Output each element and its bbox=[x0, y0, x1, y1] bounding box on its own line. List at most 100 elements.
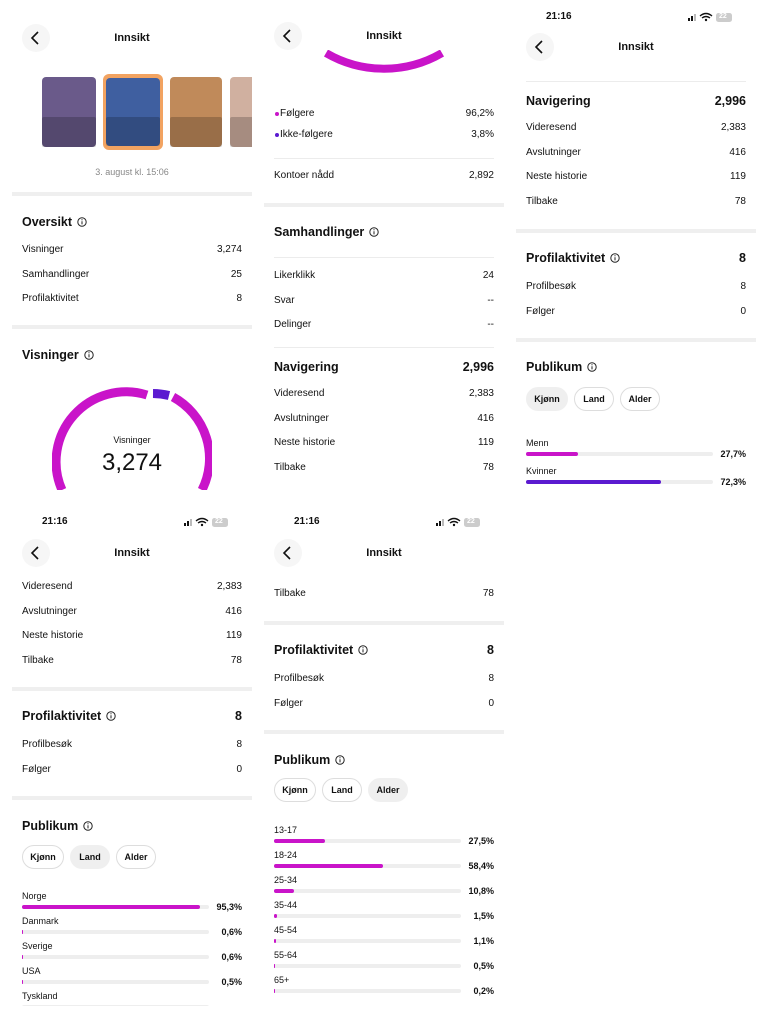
row-value: 24 bbox=[482, 270, 494, 281]
bar-value: 95,3% bbox=[216, 902, 242, 912]
story-date: 3. august kl. 15:06 bbox=[95, 167, 169, 177]
back-button[interactable] bbox=[272, 20, 304, 52]
row-label: Kontoer nådd bbox=[274, 170, 335, 181]
bar-fill bbox=[274, 939, 277, 943]
back-button[interactable] bbox=[272, 537, 304, 569]
bar-label: 55-64 bbox=[274, 950, 298, 960]
section-title: Publikum bbox=[526, 360, 583, 374]
insight-panel-4: 21:16 22 Innsikt Videresend 2,383 Avslutninge… bbox=[12, 512, 252, 1006]
bar-track bbox=[274, 889, 461, 893]
row-label: Avslutninger bbox=[526, 146, 581, 158]
bar-track bbox=[22, 1005, 209, 1006]
audience-tab[interactable]: Kjønn bbox=[526, 387, 568, 411]
audience-tab[interactable]: Kjønn bbox=[274, 778, 316, 802]
back-button[interactable] bbox=[524, 31, 556, 63]
audience-tab[interactable]: Land bbox=[574, 387, 614, 411]
bar-value: 0,5% bbox=[221, 977, 242, 987]
row-value: 416 bbox=[477, 412, 494, 424]
row-label: Neste historie bbox=[526, 171, 588, 183]
status-icons bbox=[688, 12, 732, 22]
row-value: 25 bbox=[230, 268, 242, 280]
row-value: 78 bbox=[482, 588, 494, 599]
row-value: -- bbox=[487, 294, 494, 306]
row-label: Tilbake bbox=[526, 196, 558, 208]
bar-fill bbox=[526, 480, 662, 484]
audience-tab[interactable]: Alder bbox=[116, 845, 156, 869]
bar-fill bbox=[274, 864, 384, 868]
row-value: 96,2% bbox=[465, 108, 494, 119]
section-title: Profilaktivitet bbox=[526, 251, 606, 265]
info-icon bbox=[369, 227, 379, 237]
row-value: 3,274 bbox=[216, 244, 242, 255]
insight-panel-2: Innsikt Følgere 96,2% Ikke-følgere 3,8% Konto… bbox=[264, 0, 504, 490]
bar-label: 35-44 bbox=[274, 900, 298, 910]
separator bbox=[274, 257, 494, 258]
audience-tab[interactable]: Alder bbox=[620, 387, 660, 411]
separator bbox=[274, 158, 494, 159]
bar-label: USA bbox=[22, 966, 41, 976]
info-icon bbox=[77, 217, 87, 227]
story-thumbnails[interactable] bbox=[12, 72, 252, 152]
bar-fill bbox=[22, 955, 24, 959]
row-value: 2,383 bbox=[468, 388, 494, 399]
section-total: 2,996 bbox=[714, 94, 746, 108]
bar-track bbox=[274, 914, 461, 918]
bar-value: 0,2% bbox=[473, 986, 494, 996]
bar-fill bbox=[22, 980, 23, 984]
bar-track bbox=[22, 980, 209, 984]
section-title: Oversikt bbox=[22, 215, 73, 229]
bar-value: 72,3% bbox=[720, 477, 746, 487]
legend-dot bbox=[275, 133, 279, 137]
row-label: Tilbake bbox=[274, 462, 306, 474]
section-divider bbox=[12, 192, 252, 196]
info-icon bbox=[587, 362, 597, 372]
section-title: Navigering bbox=[526, 94, 591, 108]
bar-fill bbox=[274, 889, 295, 893]
back-button[interactable] bbox=[20, 537, 52, 569]
battery-level: 22 bbox=[215, 518, 223, 525]
page-title: Innsikt bbox=[114, 547, 150, 559]
section-divider bbox=[12, 687, 252, 691]
audience-tab[interactable]: Kjønn bbox=[22, 845, 64, 869]
bar-track bbox=[274, 964, 461, 968]
row-label: Følger bbox=[274, 697, 303, 709]
row-label: Svar bbox=[274, 294, 295, 306]
back-button[interactable] bbox=[20, 22, 52, 54]
section-divider bbox=[264, 621, 504, 625]
section-divider bbox=[12, 796, 252, 800]
section-title: Navigering bbox=[274, 360, 339, 374]
info-icon bbox=[335, 755, 345, 765]
insight-panel-5: 21:16 22 Innsikt Tilbake 78 Profilaktivitet 8 P… bbox=[264, 512, 504, 1006]
bar-label: Sverige bbox=[22, 941, 53, 951]
audience-tab[interactable]: Alder bbox=[368, 778, 408, 802]
insight-panel-3: 21:16 22 Innsikt Navigering 2,996 Videresend 2… bbox=[516, 7, 756, 497]
audience-tab[interactable]: Land bbox=[70, 845, 110, 869]
row-value: 0 bbox=[488, 697, 494, 709]
audience-tab[interactable]: Land bbox=[322, 778, 362, 802]
row-label: Videresend bbox=[274, 388, 325, 399]
bar-label: 45-54 bbox=[274, 925, 298, 935]
row-label: Profilbesøk bbox=[526, 281, 577, 292]
info-icon bbox=[610, 253, 620, 263]
status-time: 21:16 bbox=[546, 11, 572, 22]
bar-fill bbox=[274, 839, 326, 843]
bar-track bbox=[22, 930, 209, 934]
section-title: Profilaktivitet bbox=[274, 643, 354, 657]
bar-value: 10,8% bbox=[468, 886, 494, 896]
bar-value: 27,7% bbox=[720, 449, 746, 459]
bar-fill bbox=[274, 964, 275, 968]
row-label: Likerklikk bbox=[274, 270, 316, 281]
row-label: Delinger bbox=[274, 319, 312, 330]
bar-track bbox=[274, 864, 461, 868]
row-label: Tilbake bbox=[22, 654, 54, 666]
row-value: 119 bbox=[226, 630, 242, 641]
info-icon bbox=[106, 711, 116, 721]
row-value: 2,892 bbox=[468, 170, 494, 181]
bar-track bbox=[22, 955, 209, 959]
row-label: Ikke-følgere bbox=[280, 129, 333, 140]
row-value: 0 bbox=[236, 763, 242, 775]
bar-track bbox=[526, 480, 713, 484]
bar-fill bbox=[22, 930, 24, 934]
bar-label: Kvinner bbox=[526, 466, 557, 476]
section-divider bbox=[264, 203, 504, 207]
